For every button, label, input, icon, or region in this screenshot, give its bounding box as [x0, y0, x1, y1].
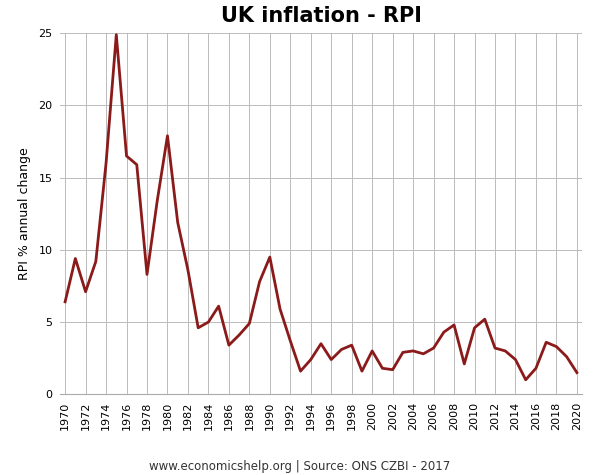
Title: UK inflation - RPI: UK inflation - RPI	[221, 6, 421, 26]
Text: www.economicshelp.org | Source: ONS CZBI - 2017: www.economicshelp.org | Source: ONS CZBI…	[149, 460, 451, 473]
Y-axis label: RPI % annual change: RPI % annual change	[18, 147, 31, 280]
